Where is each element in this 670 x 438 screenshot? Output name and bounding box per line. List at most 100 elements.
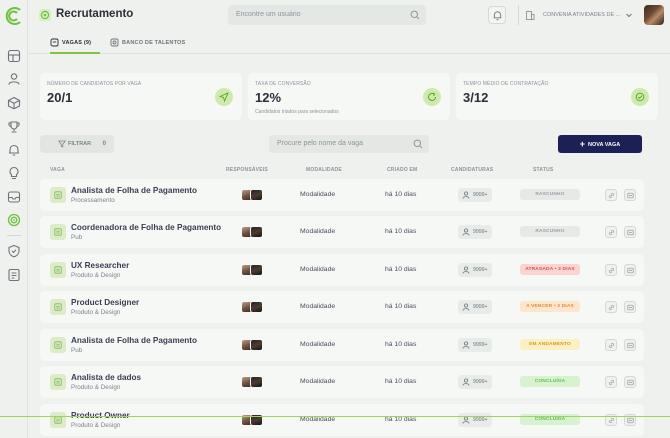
job-icon — [50, 299, 66, 315]
job-created: há 10 dias — [385, 191, 417, 198]
guide-line — [0, 416, 670, 417]
job-department: Processamento — [71, 197, 115, 204]
link-icon — [609, 343, 614, 348]
box-icon[interactable] — [7, 96, 21, 110]
message-button[interactable] — [624, 264, 636, 276]
job-title[interactable]: UX Researcher — [71, 261, 130, 270]
link-icon — [609, 268, 614, 273]
applications-count: 9999+ — [473, 342, 488, 348]
applications-badge[interactable]: 9999+ — [458, 188, 492, 202]
table-row[interactable]: Coordenadora de Folha de Pagamento Pub M… — [40, 216, 644, 248]
job-created: há 10 dias — [385, 228, 417, 235]
bell-icon — [493, 11, 502, 21]
tab-banco-de-talentos[interactable]: BANCO DE TALENTOS — [110, 36, 190, 54]
sidebar — [0, 0, 28, 438]
filter-button[interactable]: FILTRAR 0 — [40, 135, 114, 153]
job-title[interactable]: Analista de dados — [71, 373, 142, 382]
header-candidaturas: CANDIDATURAS — [451, 167, 494, 173]
message-button[interactable] — [624, 226, 636, 238]
copy-link-button[interactable] — [605, 264, 617, 276]
new-job-button[interactable]: + NOVA VAGA — [558, 135, 642, 153]
document-icon[interactable] — [7, 268, 21, 282]
copy-link-button[interactable] — [605, 376, 617, 388]
message-button[interactable] — [624, 376, 636, 388]
table-row[interactable]: UX Researcher Produto & Design Modalidad… — [40, 254, 644, 286]
company-selector[interactable]: CONVENIA ATIVIDADES DE ... — [518, 5, 633, 25]
stat-label: NÚMERO DE CANDIDATOS POR VAGA — [47, 81, 142, 87]
avatar — [250, 264, 263, 276]
stat-value: 20/1 — [47, 90, 73, 105]
message-button[interactable] — [624, 414, 636, 426]
message-icon — [627, 192, 634, 199]
company-name: CONVENIA ATIVIDADES DE ... — [543, 12, 621, 18]
logo-icon — [4, 6, 24, 26]
message-button[interactable] — [624, 339, 636, 351]
applications-badge[interactable]: 9999+ — [458, 375, 492, 389]
table-row[interactable]: Analista de Folha de Pagamento Pub Modal… — [40, 329, 644, 361]
message-icon — [627, 342, 634, 349]
status-badge: CONCLUÍDA — [520, 414, 580, 425]
job-title[interactable]: Analista de Folha de Pagamento — [71, 186, 198, 195]
job-search-input[interactable]: Procure pelo nome da vaga — [269, 135, 429, 153]
sidebar-divider — [7, 235, 21, 236]
status-badge: ATRASADA • 3 DIAS — [520, 264, 580, 275]
send-icon — [215, 88, 233, 106]
message-icon — [627, 417, 634, 424]
table-row[interactable]: Product Designer Produto & Design Modali… — [40, 291, 644, 323]
inbox-icon[interactable] — [7, 190, 21, 204]
dashboard-icon[interactable] — [7, 49, 21, 63]
applications-badge[interactable]: 9999+ — [458, 225, 492, 239]
person-icon[interactable] — [7, 72, 21, 86]
copy-link-button[interactable] — [605, 226, 617, 238]
job-title[interactable]: Analista de Folha de Pagamento — [71, 336, 198, 345]
responsibles-avatars — [241, 226, 265, 238]
job-title[interactable]: Product Owner — [71, 411, 130, 420]
copy-link-button[interactable] — [605, 414, 617, 426]
message-button[interactable] — [624, 189, 636, 201]
avatar — [250, 226, 263, 238]
user-search-input[interactable]: Encontre um usuário — [228, 5, 426, 25]
status-badge: A VENCER • 3 DIAS — [520, 301, 580, 312]
job-icon — [50, 262, 66, 278]
job-title[interactable]: Product Designer — [71, 298, 140, 307]
stat-value: 12% — [255, 90, 282, 105]
tab-vagas-label: VAGAS (9) — [62, 40, 92, 46]
person-icon — [462, 228, 470, 236]
job-department: Pub — [71, 234, 83, 241]
responsibles-avatars — [241, 339, 265, 351]
refresh-icon — [423, 88, 441, 106]
status-badge: EM ANDAMENTO — [520, 339, 580, 350]
filter-icon — [58, 140, 66, 148]
table-row[interactable]: Product Owner Produto & Design Modalidad… — [40, 404, 644, 436]
copy-link-button[interactable] — [605, 189, 617, 201]
applications-count: 9999+ — [473, 229, 488, 235]
table-row[interactable]: Analista de Folha de Pagamento Processam… — [40, 179, 644, 211]
user-avatar[interactable] — [644, 5, 664, 25]
notifications-button[interactable] — [488, 6, 506, 24]
search-icon — [413, 139, 423, 149]
applications-count: 9999+ — [473, 379, 488, 385]
job-icon — [50, 187, 66, 203]
tab-banco-label: BANCO DE TALENTOS — [122, 40, 186, 46]
person-icon — [462, 266, 470, 274]
message-icon — [627, 304, 634, 311]
bell-icon[interactable] — [7, 143, 21, 157]
job-title[interactable]: Coordenadora de Folha de Pagamento — [71, 223, 222, 232]
message-button[interactable] — [624, 301, 636, 313]
plus-icon: + — [579, 139, 585, 149]
applications-badge[interactable]: 9999+ — [458, 300, 492, 314]
shield-icon[interactable] — [7, 244, 21, 258]
applications-badge[interactable]: 9999+ — [458, 338, 492, 352]
table-header: VAGA RESPONSÁVEIS MODALIDADE CRIADO EM C… — [40, 165, 644, 177]
tab-vagas[interactable]: VAGAS (9) — [50, 36, 100, 54]
copy-link-button[interactable] — [605, 301, 617, 313]
job-department: Pub — [71, 347, 83, 354]
bulb-icon[interactable] — [7, 166, 21, 180]
header-responsaveis: RESPONSÁVEIS — [226, 167, 268, 173]
user-search-placeholder: Encontre um usuário — [236, 11, 301, 18]
table-row[interactable]: Analista de dados Produto & Design Modal… — [40, 366, 644, 398]
trophy-icon[interactable] — [7, 120, 21, 134]
applications-badge[interactable]: 9999+ — [458, 263, 492, 277]
target-icon[interactable] — [7, 213, 21, 227]
copy-link-button[interactable] — [605, 339, 617, 351]
